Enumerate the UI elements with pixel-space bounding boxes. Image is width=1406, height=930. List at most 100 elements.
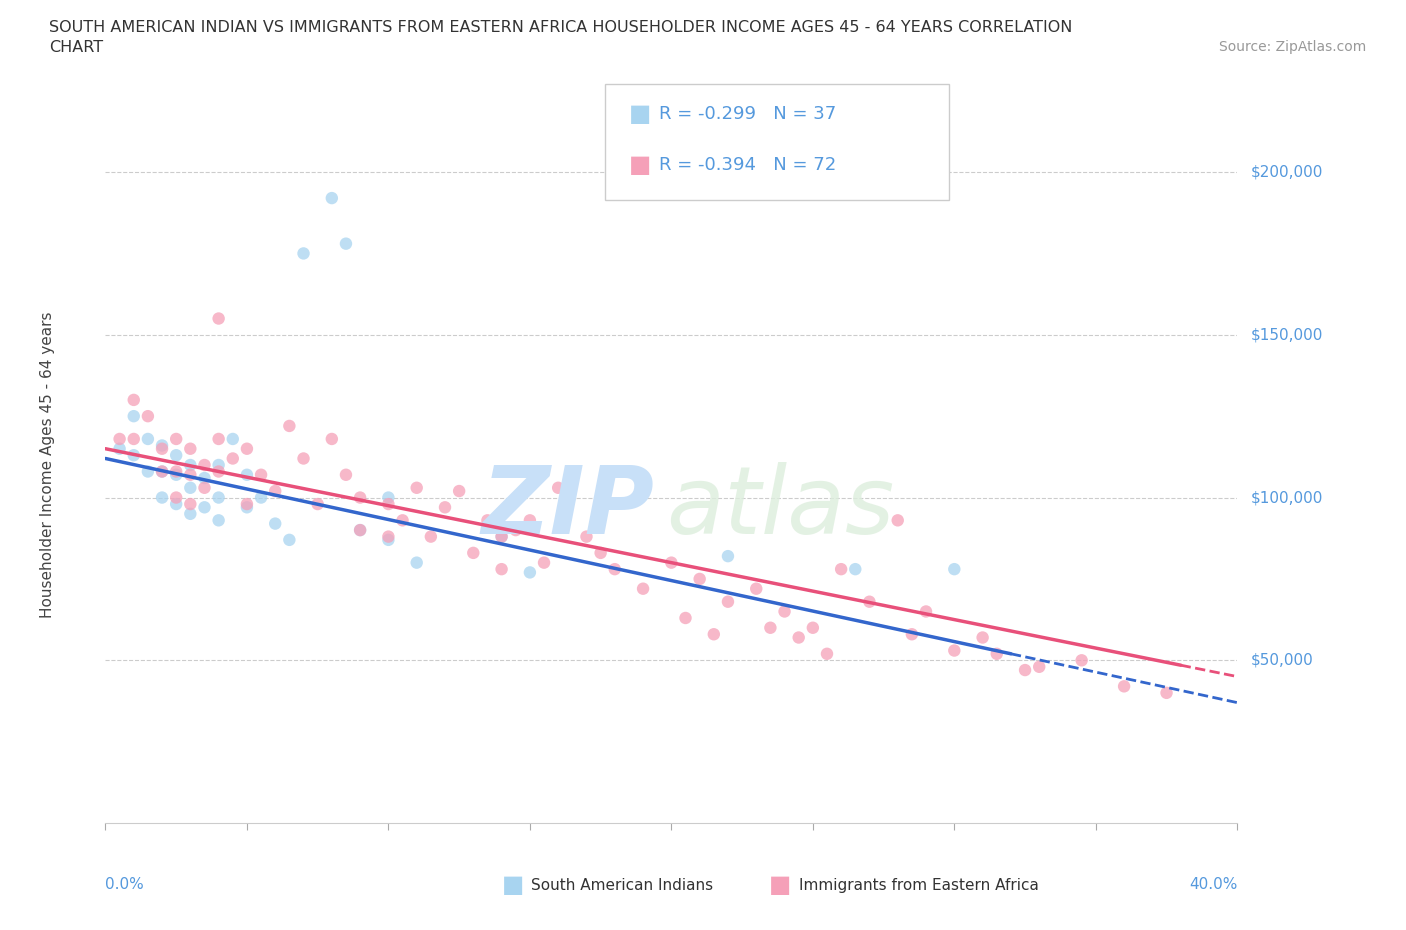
Point — [915, 604, 938, 619]
Point — [136, 409, 159, 424]
Point — [165, 497, 187, 512]
Point — [533, 555, 555, 570]
Point — [264, 484, 287, 498]
Point — [1028, 659, 1050, 674]
Point — [193, 458, 215, 472]
Point — [193, 471, 215, 485]
Point — [463, 545, 485, 560]
Point — [491, 529, 513, 544]
Point — [972, 631, 994, 645]
Text: $150,000: $150,000 — [1251, 327, 1323, 342]
Text: SOUTH AMERICAN INDIAN VS IMMIGRANTS FROM EASTERN AFRICA HOUSEHOLDER INCOME AGES : SOUTH AMERICAN INDIAN VS IMMIGRANTS FROM… — [49, 20, 1073, 35]
Point — [844, 562, 866, 577]
Point — [179, 468, 201, 483]
Text: R = -0.394   N = 72: R = -0.394 N = 72 — [659, 155, 837, 174]
Text: R = -0.299   N = 37: R = -0.299 N = 37 — [659, 105, 837, 124]
Point — [179, 442, 201, 457]
Point — [689, 571, 711, 587]
Point — [165, 464, 187, 479]
Point — [858, 594, 880, 609]
Point — [575, 529, 598, 544]
Point — [787, 631, 810, 645]
Text: Immigrants from Eastern Africa: Immigrants from Eastern Africa — [799, 878, 1039, 893]
Point — [745, 581, 768, 596]
Point — [519, 565, 541, 580]
Point — [208, 432, 231, 446]
Point — [208, 312, 231, 326]
Point — [165, 448, 187, 463]
Point — [391, 513, 413, 528]
Point — [150, 464, 173, 479]
Point — [801, 620, 824, 635]
Point — [815, 646, 838, 661]
Text: South American Indians: South American Indians — [531, 878, 714, 893]
Point — [179, 497, 201, 512]
Point — [675, 611, 697, 626]
Point — [222, 432, 245, 446]
Point — [179, 481, 201, 496]
Point — [250, 490, 273, 505]
Point — [136, 464, 159, 479]
Point — [349, 490, 371, 505]
Point — [236, 468, 259, 483]
Point — [165, 490, 187, 505]
Text: ■: ■ — [628, 153, 651, 177]
Point — [122, 392, 145, 407]
Text: Householder Income Ages 45 - 64 years: Householder Income Ages 45 - 64 years — [39, 312, 55, 618]
Text: $200,000: $200,000 — [1251, 165, 1323, 179]
Point — [264, 516, 287, 531]
Point — [349, 523, 371, 538]
Text: 40.0%: 40.0% — [1189, 877, 1237, 892]
Point — [449, 484, 471, 498]
Point — [631, 581, 654, 596]
Point — [222, 451, 245, 466]
Point — [349, 523, 371, 538]
Text: 0.0%: 0.0% — [105, 877, 145, 892]
Point — [122, 409, 145, 424]
Point — [405, 555, 427, 570]
Text: ■: ■ — [769, 873, 792, 897]
Text: CHART: CHART — [49, 40, 103, 55]
Point — [547, 481, 569, 496]
Point — [419, 529, 441, 544]
Point — [491, 562, 513, 577]
Text: $50,000: $50,000 — [1251, 653, 1315, 668]
Point — [250, 468, 273, 483]
Point — [377, 490, 399, 505]
Point — [589, 545, 612, 560]
Point — [986, 646, 1008, 661]
Point — [377, 497, 399, 512]
Point — [943, 644, 966, 658]
Point — [292, 246, 315, 261]
Point — [292, 451, 315, 466]
Point — [150, 438, 173, 453]
Point — [193, 481, 215, 496]
Point — [773, 604, 796, 619]
Point — [491, 529, 513, 544]
Point — [150, 464, 173, 479]
Point — [830, 562, 852, 577]
Point — [1114, 679, 1136, 694]
Point — [236, 442, 259, 457]
Point — [887, 513, 910, 528]
Point — [278, 532, 301, 547]
Point — [321, 432, 343, 446]
Point — [150, 490, 173, 505]
Point — [603, 562, 626, 577]
Text: ZIP: ZIP — [481, 462, 654, 554]
Point — [236, 500, 259, 515]
Point — [477, 513, 499, 528]
Point — [1014, 662, 1036, 677]
Text: atlas: atlas — [665, 462, 894, 553]
Point — [108, 442, 131, 457]
Point — [136, 432, 159, 446]
Point — [208, 464, 231, 479]
Point — [901, 627, 924, 642]
Point — [122, 432, 145, 446]
Point — [1070, 653, 1092, 668]
Point — [1156, 685, 1178, 700]
Point — [179, 458, 201, 472]
Point — [193, 500, 215, 515]
Point — [377, 529, 399, 544]
Point — [335, 468, 357, 483]
